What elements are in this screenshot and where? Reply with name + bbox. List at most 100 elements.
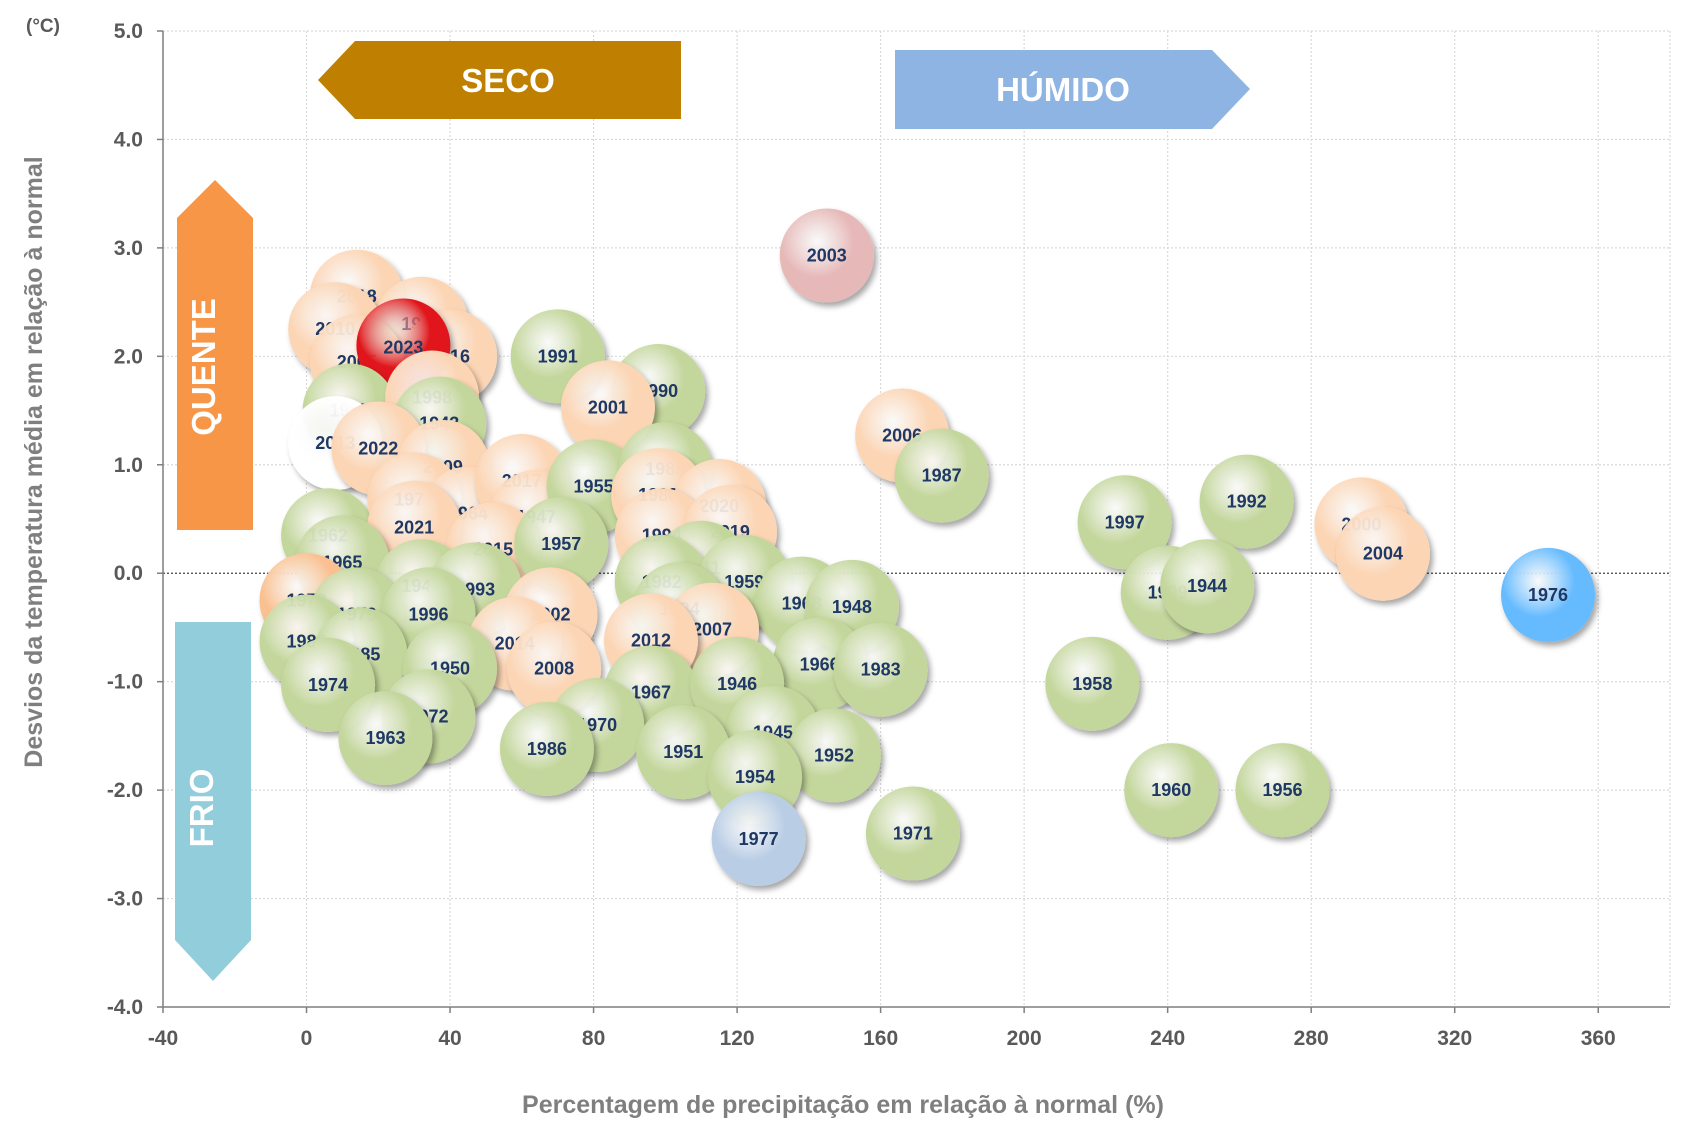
bubble-1952: 1952: [786, 708, 881, 803]
bubble-1983: 1983: [833, 622, 928, 717]
axis-titles: Percentagem de precipitação em relação à…: [20, 16, 1164, 1119]
x-tick-label: 280: [1294, 1027, 1329, 1050]
bubble-1977: 1977: [711, 791, 806, 886]
bubble-1992: 1992: [1199, 454, 1294, 549]
bubble-1976: 1976: [1501, 547, 1596, 642]
x-tick-label: 200: [1007, 1027, 1042, 1050]
bubble-circle: [894, 428, 989, 523]
bubble-1960: 1960: [1124, 743, 1219, 838]
bubble-label: 1992: [1227, 492, 1267, 512]
bubble-label: 1956: [1262, 780, 1302, 800]
bubble-circle: [636, 705, 731, 800]
bubble-label: 2004: [1363, 544, 1403, 564]
bubble-label: 1955: [574, 476, 614, 496]
bubble-label: 1957: [541, 534, 581, 554]
arrow-right-shape: [895, 50, 1250, 129]
y-tick-label: 3.0: [114, 237, 143, 260]
direction-arrows: SECO HÚMIDO QUENTE FRIO: [175, 41, 1250, 981]
arrow-up-label: QUENTE: [185, 298, 222, 436]
bubble-1957: 1957: [514, 496, 609, 591]
bubble-label: 1948: [832, 597, 872, 617]
data-bubbles: 2018201019492016200520231995199819432013…: [259, 208, 1596, 886]
bubble-label: 2023: [383, 337, 423, 357]
bubble-2001: 2001: [560, 360, 655, 455]
bubble-label: 1959: [724, 572, 764, 592]
bubble-label: 1963: [365, 728, 405, 748]
bubble-1958: 1958: [1045, 636, 1140, 731]
bubble-circle: [1335, 506, 1430, 601]
y-tick-label: 2.0: [114, 345, 143, 368]
arrow-down-label: FRIO: [183, 769, 220, 848]
bubble-label: 2012: [631, 630, 671, 650]
bubble-label: 1974: [308, 675, 348, 695]
bubble-label: 1944: [1187, 576, 1227, 596]
bubble-label: 1967: [631, 683, 671, 703]
bubble-circle: [1045, 636, 1140, 731]
axes: 5.0 4.0 3.0 2.0 1.0 0.0 -1.0 -2.0 -3.0 -4.0-40 0 40…: [107, 20, 1670, 1050]
bubble-circle: [499, 701, 594, 796]
x-tick-label: 320: [1437, 1027, 1472, 1050]
arrow-left-label: SECO: [461, 62, 555, 99]
bubble-1956: 1956: [1235, 743, 1330, 838]
arrow-left-shape: [318, 41, 681, 119]
bubble-label: 1987: [922, 466, 962, 486]
x-tick-label: 120: [720, 1027, 755, 1050]
bubble-1944: 1944: [1160, 539, 1255, 634]
bubble-label: 1991: [538, 346, 578, 366]
bubble-circle: [786, 708, 881, 803]
y-tick-label: 4.0: [114, 128, 143, 151]
bubble-circle: [514, 496, 609, 591]
bubble-label: 2001: [588, 397, 628, 417]
bubble-label: 1946: [717, 674, 757, 694]
x-axis-title: Percentagem de precipitação em relação à…: [522, 1091, 1164, 1119]
y-tick-label: -4.0: [107, 996, 143, 1019]
bubble-circle: [1199, 454, 1294, 549]
bubble-1951: 1951: [636, 705, 731, 800]
bubble-label: 1996: [408, 604, 448, 624]
bubble-label: 1958: [1072, 674, 1112, 694]
y-tick-label: 1.0: [114, 454, 143, 477]
bubble-label: 1986: [527, 739, 567, 759]
y-tick-label: -3.0: [107, 888, 143, 911]
x-tick-label: 240: [1150, 1027, 1185, 1050]
bubble-label: 1951: [663, 742, 703, 762]
bubble-circle: [1501, 547, 1596, 642]
bubble-circle: [865, 786, 960, 881]
x-tick-label: 160: [863, 1027, 898, 1050]
bubble-1986: 1986: [499, 701, 594, 796]
bubble-label: 1960: [1151, 780, 1191, 800]
bubble-label: 2022: [358, 439, 398, 459]
bubble-circle: [711, 791, 806, 886]
arrow-up: QUENTE: [177, 180, 253, 530]
bubble-circle: [1124, 743, 1219, 838]
bubble-1997: 1997: [1077, 475, 1172, 570]
bubble-circle: [833, 622, 928, 717]
x-tick-label: 40: [438, 1027, 461, 1050]
bubble-label: 1997: [1105, 512, 1145, 532]
bubble-label: 1971: [893, 823, 933, 843]
bubble-1963: 1963: [338, 691, 433, 786]
arrow-down: FRIO: [175, 622, 251, 981]
bubble-circle: [1235, 743, 1330, 838]
arrow-right-label: HÚMIDO: [996, 71, 1130, 108]
bubble-label: 2008: [534, 659, 574, 679]
bubble-1987: 1987: [894, 428, 989, 523]
bubble-circle: [779, 208, 874, 303]
bubble-circle: [338, 691, 433, 786]
y-tick-label: -2.0: [107, 779, 143, 802]
bubble-circle: [560, 360, 655, 455]
x-tick-label: -40: [148, 1027, 178, 1050]
y-unit-label: (°C): [26, 16, 60, 37]
bubble-label: 1966: [800, 654, 840, 674]
bubble-label: 1983: [861, 660, 901, 680]
bubble-label: 2021: [394, 518, 434, 538]
bubble-2004: 2004: [1335, 506, 1430, 601]
arrow-right: HÚMIDO: [895, 50, 1250, 129]
bubble-label: 2003: [807, 245, 847, 265]
y-tick-label: 0.0: [114, 562, 143, 585]
x-tick-label: 0: [301, 1027, 313, 1050]
bubble-label: 1976: [1528, 585, 1568, 605]
arrow-down-shape: [175, 622, 251, 981]
